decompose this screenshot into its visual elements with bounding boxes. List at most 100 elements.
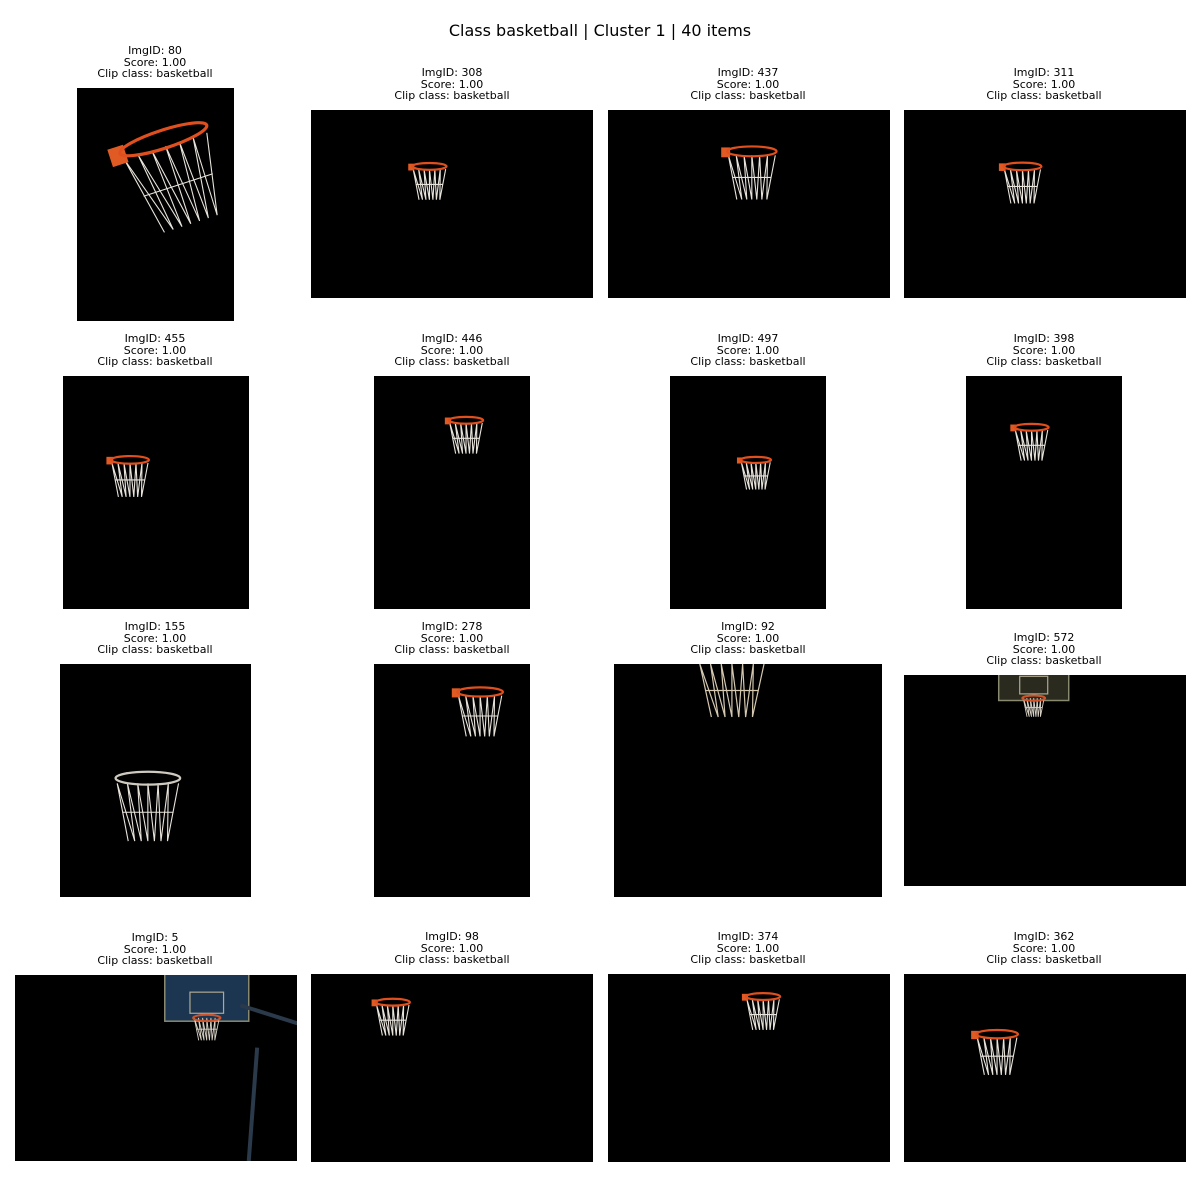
imgid-line: ImgID: 80: [128, 44, 182, 57]
score-line: Score: 1.00: [716, 77, 780, 91]
hoop-bracket: [998, 163, 1006, 171]
basketball-hoop-image: [904, 675, 1186, 886]
hoop-net: [699, 664, 765, 718]
hoop-bracket: [721, 147, 731, 158]
clip-class-line: Clip class: basketball: [97, 355, 213, 368]
tile-caption: ImgID: 374 Score: 1.00 Clip class: basketb…: [658, 931, 838, 966]
score-line: Score: 1.00: [420, 941, 484, 955]
tile-caption: ImgID: 362 Score: 1.00 Clip class: basketb…: [954, 931, 1134, 966]
hoop-pole: [239, 1003, 297, 1161]
score-line: Score: 1.00: [420, 343, 484, 357]
score-line: Score: 1.00: [123, 631, 187, 645]
hoop-net: [1022, 697, 1045, 717]
score-line: Score: 1.00: [123, 343, 187, 357]
basketball-hoop-image: [15, 975, 297, 1161]
hoop-net: [449, 422, 483, 454]
imgid-line: ImgID: 311: [1013, 66, 1075, 79]
imgid-line: ImgID: 362: [1013, 930, 1075, 943]
clip-class-line: Clip class: basketball: [690, 89, 806, 102]
tile-caption: ImgID: 311 Score: 1.00 Clip class: basketb…: [954, 67, 1134, 102]
clip-class-line: Clip class: basketball: [986, 89, 1102, 102]
imgid-line: ImgID: 446: [421, 332, 483, 345]
hoop-rim: [411, 161, 448, 171]
clip-class-line: Clip class: basketball: [394, 89, 510, 102]
figure-title: Class basketball | Cluster 1 | 40 items: [448, 21, 752, 40]
imgid-line: ImgID: 572: [1013, 631, 1075, 644]
clip-class-line: Clip class: basketball: [986, 355, 1102, 368]
basketball-hoop-image: [311, 110, 593, 298]
hoop-net: [746, 999, 780, 1031]
tile-caption: ImgID: 98 Score: 1.00 Clip class: basketba…: [362, 931, 542, 966]
basketball-hoop-image: [608, 110, 890, 298]
hoop-rim: [1013, 422, 1050, 432]
clip-class-line: Clip class: basketball: [97, 67, 213, 80]
hoop-bracket: [451, 688, 461, 698]
score-line: Score: 1.00: [420, 77, 484, 91]
hoop-rim: [744, 992, 782, 1002]
imgid-line: ImgID: 5: [131, 931, 179, 944]
hoop-rim: [374, 997, 411, 1007]
hoop-rim: [456, 686, 504, 698]
hoop-rim: [118, 121, 209, 158]
score-line: Score: 1.00: [420, 631, 484, 645]
hoop-net: [727, 155, 776, 200]
tile-caption: ImgID: 446 Score: 1.00 Clip class: basketb…: [362, 333, 542, 368]
hoop-net: [1014, 429, 1049, 461]
hoop-rim: [1002, 161, 1043, 172]
hoop-bracket: [971, 1030, 979, 1040]
imgid-line: ImgID: 308: [421, 66, 483, 79]
score-line: Score: 1.00: [716, 343, 780, 357]
hoop-net: [375, 1004, 410, 1036]
clip-class-line: Clip class: basketball: [986, 953, 1102, 966]
hoop-rim: [739, 455, 773, 465]
hoop-rim: [1021, 694, 1047, 702]
tile-caption: ImgID: 455 Score: 1.00 Clip class: basketb…: [65, 333, 245, 368]
hoop-net: [976, 1037, 1018, 1076]
hoop-bracket: [741, 993, 749, 1001]
imgid-line: ImgID: 92: [721, 620, 775, 633]
basketball-hoop-image: [374, 664, 530, 897]
hoop-net: [116, 783, 180, 842]
basketball-hoop-image: [614, 664, 882, 897]
tile-caption: ImgID: 5 Score: 1.00 Clip class: basketbal…: [65, 932, 245, 967]
hoop-bracket: [106, 456, 114, 465]
hoop-bracket: [408, 163, 415, 171]
tile-caption: ImgID: 80 Score: 1.00 Clip class: basketba…: [65, 45, 245, 80]
hoop-bracket: [107, 144, 129, 168]
tile-caption: ImgID: 437 Score: 1.00 Clip class: basketb…: [658, 67, 838, 102]
basketball-hoop-image: [374, 376, 530, 609]
hoop-rim: [447, 415, 485, 425]
hoop-net: [193, 1017, 220, 1041]
backboard: [997, 675, 1070, 702]
score-line: Score: 1.00: [1012, 941, 1076, 955]
tile-caption: ImgID: 398 Score: 1.00 Clip class: basketb…: [954, 333, 1134, 368]
hoop-rim: [109, 454, 151, 465]
score-line: Score: 1.00: [716, 941, 780, 955]
clip-class-line: Clip class: basketball: [97, 643, 213, 656]
imgid-line: ImgID: 437: [717, 66, 779, 79]
imgid-line: ImgID: 455: [124, 332, 186, 345]
score-line: Score: 1.00: [123, 55, 187, 69]
basketball-hoop-image: [60, 664, 251, 897]
hoop-bracket: [444, 417, 451, 425]
clip-class-line: Clip class: basketball: [986, 654, 1102, 667]
tile-caption: ImgID: 497 Score: 1.00 Clip class: basketb…: [658, 333, 838, 368]
basketball-hoop-image: [966, 376, 1122, 609]
basketball-hoop-image: [904, 974, 1186, 1162]
hoop-net: [123, 132, 218, 233]
imgid-line: ImgID: 398: [1013, 332, 1075, 345]
basketball-hoop-image: [63, 376, 249, 609]
clip-class-line: Clip class: basketball: [394, 355, 510, 368]
hoop-net: [412, 168, 447, 200]
clip-class-line: Clip class: basketball: [394, 953, 510, 966]
clip-class-line: Clip class: basketball: [690, 953, 806, 966]
imgid-line: ImgID: 98: [425, 930, 479, 943]
tile-caption: ImgID: 278 Score: 1.00 Clip class: basketb…: [362, 621, 542, 656]
hoop-net: [111, 462, 149, 498]
score-line: Score: 1.00: [1012, 642, 1076, 656]
score-line: Score: 1.00: [716, 631, 780, 645]
clip-class-line: Clip class: basketball: [97, 954, 213, 967]
score-line: Score: 1.00: [1012, 343, 1076, 357]
imgid-line: ImgID: 155: [124, 620, 186, 633]
basketball-hoop-image: [904, 110, 1186, 298]
